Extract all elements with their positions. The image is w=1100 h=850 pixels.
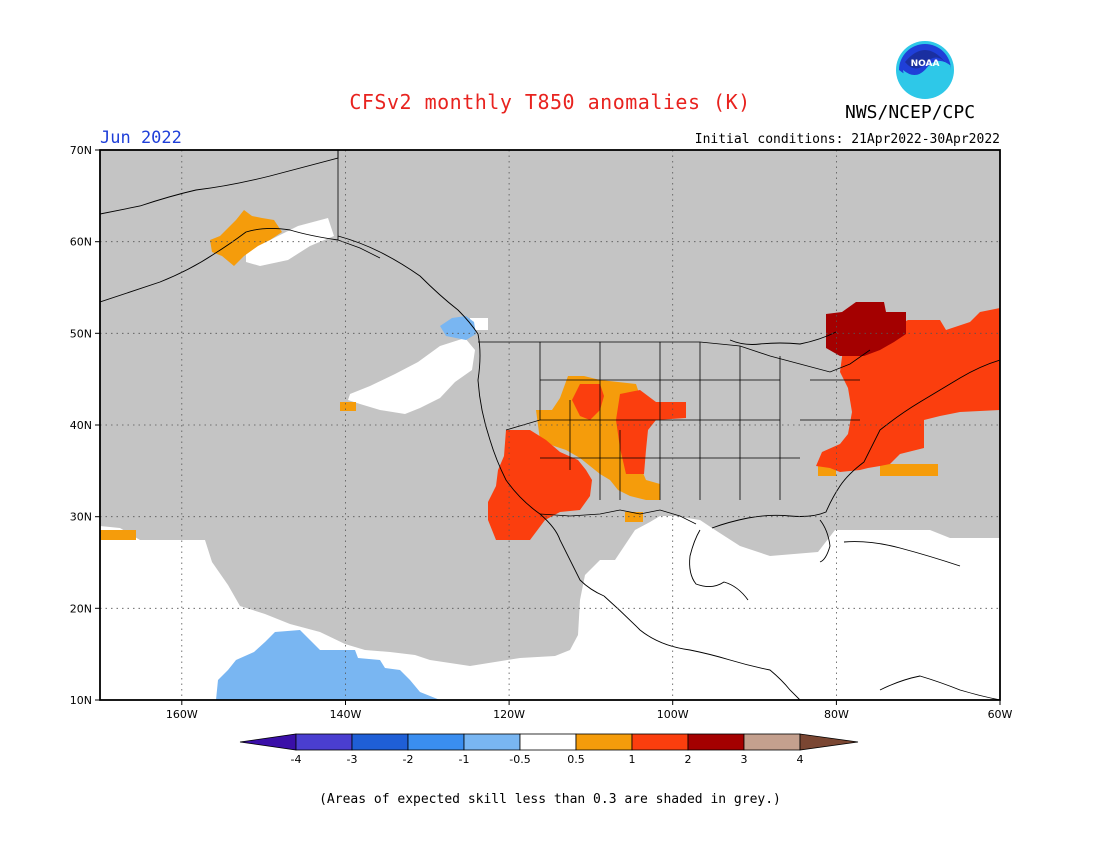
colorbar-seg [575, 733, 633, 751]
coastlines [100, 150, 1000, 700]
lon-label: 120W [493, 708, 525, 721]
colorbar-label: -3 [347, 753, 358, 766]
colorbar-seg [351, 733, 409, 751]
colorbar-label: 3 [741, 753, 748, 766]
orange-anomaly-alaska [210, 210, 282, 266]
colorbar-label: -0.5 [509, 753, 530, 766]
lon-label: 100W [657, 708, 689, 721]
lon-label: 160W [166, 708, 198, 721]
colorbar-seg [519, 733, 577, 751]
low-skill-grey-region [100, 150, 1000, 666]
blue-anomaly-hawaii-south [216, 630, 440, 700]
colorbar-seg [799, 733, 859, 751]
lat-label: 50N [70, 327, 92, 340]
colorbar-label: 2 [685, 753, 692, 766]
blue-anomaly-bc-coast [440, 316, 476, 340]
red-anomaly-colorado [616, 390, 686, 474]
colorbar-seg [743, 733, 801, 751]
valid-month: Jun 2022 [100, 128, 182, 148]
footnote: (Areas of expected skill less than 0.3 a… [319, 792, 781, 807]
logo-text: NOAA [911, 59, 940, 69]
colorbar-seg [239, 733, 297, 751]
lat-label: 10N [70, 694, 92, 707]
colorbar-seg [407, 733, 465, 751]
orange-anomaly-west-edge [100, 530, 136, 540]
colorbar-seg [631, 733, 689, 751]
lat-label: 70N [70, 144, 92, 157]
lat-label: 20N [70, 602, 92, 615]
lat-label: 60N [70, 236, 92, 249]
red-anomaly-southwest [488, 430, 592, 540]
colorbar-label: 4 [797, 753, 804, 766]
orange-anomaly-pacific-dot [340, 402, 356, 411]
initial-conditions: Initial conditions: 21Apr2022-30Apr2022 [694, 132, 1000, 147]
lon-label: 80W [824, 708, 849, 721]
colorbar [239, 733, 859, 751]
colorbar-label: 0.5 [567, 753, 585, 766]
red-anomaly-four-corners [572, 384, 604, 420]
lat-label: 40N [70, 419, 92, 432]
graticule [100, 150, 1000, 700]
map-title: CFSv2 monthly T850 anomalies (K) [349, 90, 751, 114]
agency-label: NWS/NCEP/CPC [845, 102, 976, 123]
white-hole-alaska [246, 218, 334, 266]
colorbar-seg [463, 733, 521, 751]
colorbar-label: 1 [629, 753, 636, 766]
darkred-anomaly-quebec [826, 302, 906, 356]
orange-anomaly-east [880, 464, 938, 476]
political-borders [337, 150, 871, 525]
white-hole-pacific [348, 338, 475, 414]
colorbar-labels: -4 -3 -2 -1 -0.5 0.5 1 2 3 4 [291, 753, 804, 766]
lon-label: 140W [330, 708, 362, 721]
tick-marks [95, 149, 1001, 705]
lon-label: 60W [988, 708, 1013, 721]
colorbar-label: -2 [403, 753, 414, 766]
noaa-logo: NOAA [896, 41, 954, 99]
colorbar-seg [295, 733, 353, 751]
lat-label: 30N [70, 511, 92, 524]
colorbar-label: -1 [459, 753, 470, 766]
colorbar-label: -4 [291, 753, 302, 766]
colorbar-seg [687, 733, 745, 751]
